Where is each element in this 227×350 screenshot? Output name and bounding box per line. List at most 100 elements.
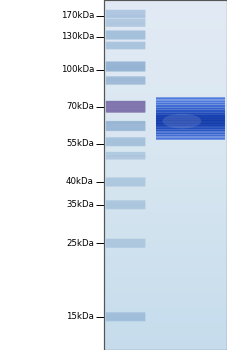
Bar xyxy=(155,127,224,128)
Bar xyxy=(106,36,144,38)
Bar xyxy=(155,122,224,123)
Bar xyxy=(155,121,224,122)
Bar xyxy=(155,138,224,139)
Bar xyxy=(106,103,144,104)
Bar xyxy=(106,35,144,36)
Text: 130kDa: 130kDa xyxy=(60,32,94,41)
Bar xyxy=(106,138,144,139)
Bar xyxy=(106,31,144,32)
Bar xyxy=(106,10,144,12)
Bar xyxy=(155,100,224,101)
Bar xyxy=(106,201,144,202)
Bar xyxy=(155,139,224,140)
Bar xyxy=(106,178,144,179)
Bar xyxy=(106,20,144,21)
Bar xyxy=(155,104,224,105)
Bar xyxy=(155,125,224,126)
Bar xyxy=(106,45,144,46)
Text: 170kDa: 170kDa xyxy=(60,11,94,20)
Bar xyxy=(106,63,144,64)
Bar xyxy=(155,133,224,134)
Text: 40kDa: 40kDa xyxy=(66,177,94,187)
Bar xyxy=(106,16,144,18)
Bar xyxy=(155,131,224,132)
Bar xyxy=(155,109,224,110)
Bar xyxy=(106,68,144,70)
Bar xyxy=(106,316,144,318)
Text: 70kDa: 70kDa xyxy=(66,102,94,111)
Bar xyxy=(106,122,144,124)
Bar xyxy=(106,12,144,13)
Bar xyxy=(106,25,144,26)
Bar xyxy=(155,103,224,104)
FancyBboxPatch shape xyxy=(105,312,145,321)
Bar xyxy=(106,13,144,14)
Bar xyxy=(106,36,144,37)
Bar xyxy=(106,206,144,208)
Bar xyxy=(155,127,224,128)
FancyBboxPatch shape xyxy=(105,30,145,40)
Bar xyxy=(106,80,144,82)
Bar xyxy=(155,115,224,116)
Bar xyxy=(106,105,144,107)
Bar xyxy=(106,239,144,240)
Bar xyxy=(106,179,144,180)
Bar xyxy=(106,109,144,111)
Bar xyxy=(106,125,144,126)
Bar xyxy=(106,154,144,155)
Bar xyxy=(106,81,144,82)
Bar xyxy=(155,111,224,112)
Bar xyxy=(155,118,224,119)
Bar xyxy=(155,100,224,101)
Bar xyxy=(106,184,144,186)
Bar xyxy=(155,116,224,117)
Bar xyxy=(106,121,144,123)
Bar xyxy=(155,107,224,108)
Bar xyxy=(155,135,224,137)
FancyBboxPatch shape xyxy=(105,200,145,209)
Bar xyxy=(106,142,144,144)
Bar xyxy=(106,15,144,16)
Bar xyxy=(106,11,144,12)
FancyBboxPatch shape xyxy=(105,42,145,49)
Bar xyxy=(106,144,144,145)
Bar xyxy=(155,110,224,111)
Bar xyxy=(155,97,224,98)
Bar xyxy=(106,155,144,156)
Bar xyxy=(106,205,144,206)
Bar xyxy=(106,126,144,127)
Bar xyxy=(106,204,144,206)
Bar xyxy=(106,47,144,48)
Bar xyxy=(106,156,144,158)
Bar xyxy=(155,126,224,127)
Bar xyxy=(106,246,144,247)
Bar xyxy=(155,131,224,132)
Bar xyxy=(106,48,144,49)
Bar xyxy=(155,117,224,118)
Bar xyxy=(106,108,144,110)
FancyBboxPatch shape xyxy=(105,137,145,146)
Bar xyxy=(106,62,144,63)
Bar xyxy=(155,133,224,134)
Bar xyxy=(106,202,144,204)
Bar xyxy=(106,314,144,316)
Bar xyxy=(106,183,144,184)
Bar xyxy=(155,135,224,136)
Bar xyxy=(106,127,144,128)
Bar xyxy=(155,99,224,100)
Bar xyxy=(106,141,144,143)
Ellipse shape xyxy=(162,114,200,128)
Bar xyxy=(106,101,144,103)
Bar xyxy=(155,98,224,99)
Bar xyxy=(106,129,144,130)
Bar xyxy=(106,34,144,35)
Bar xyxy=(106,44,144,46)
Bar xyxy=(106,314,144,315)
Bar xyxy=(106,42,144,43)
Bar xyxy=(155,132,224,133)
Bar xyxy=(106,139,144,141)
Bar xyxy=(106,43,144,44)
Bar xyxy=(106,203,144,205)
Bar xyxy=(106,144,144,146)
Bar xyxy=(155,130,224,131)
